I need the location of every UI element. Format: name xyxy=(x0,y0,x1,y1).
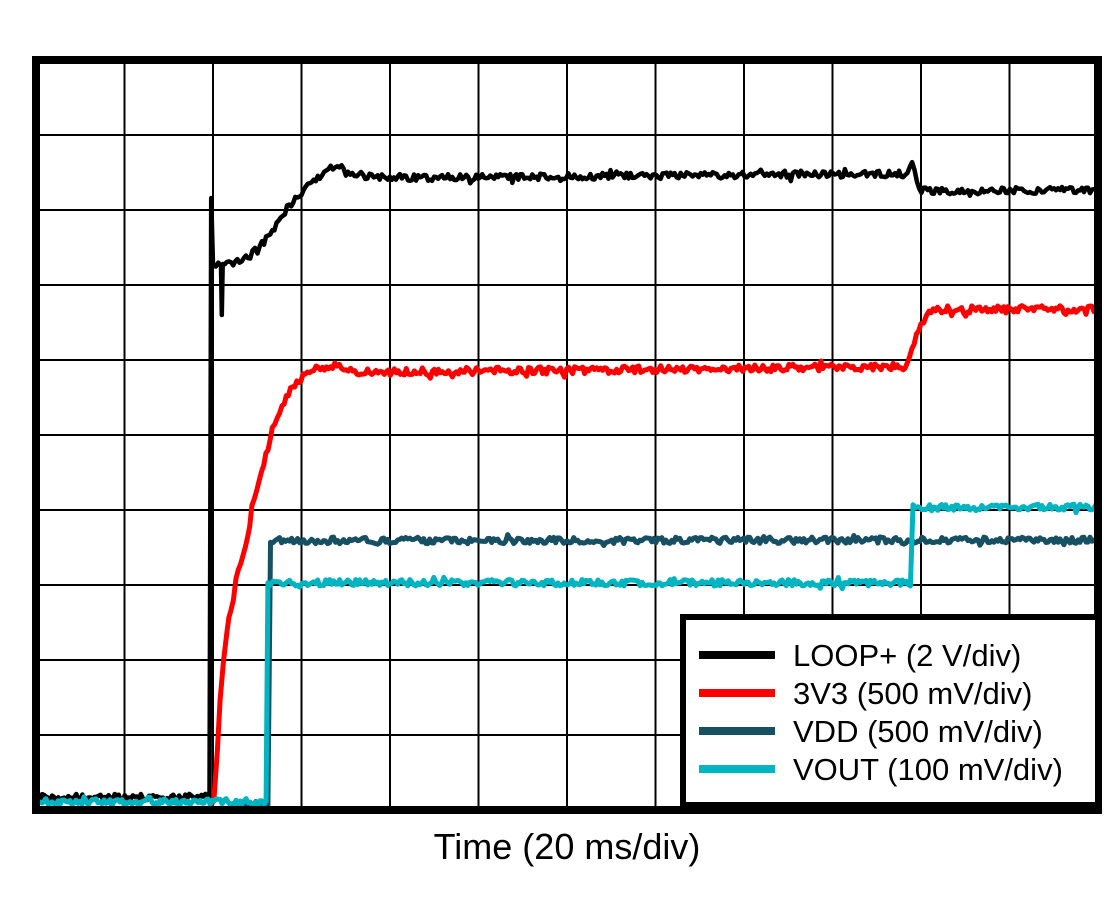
plot-border xyxy=(32,56,1102,814)
legend-item-vout: VOUT (100 mV/div) xyxy=(699,750,1095,788)
trace-loop+ xyxy=(34,159,1101,803)
legend-swatch-loop-icon xyxy=(699,651,775,659)
legend-swatch-vout-icon xyxy=(699,765,775,773)
legend-swatch-vdd-icon xyxy=(699,727,775,735)
trace-vdd xyxy=(227,532,1101,810)
legend-item-3v3: 3V3 (500 mV/div) xyxy=(699,674,1095,712)
trace-group xyxy=(34,159,1101,810)
trace-3v3 xyxy=(208,303,1099,808)
legend-swatch-3v3-icon xyxy=(699,689,775,697)
x-axis-label: Time (20 ms/div) xyxy=(433,826,701,867)
legend-label-loop: LOOP+ (2 V/div) xyxy=(793,637,1022,673)
legend-label-vout: VOUT (100 mV/div) xyxy=(793,751,1063,787)
legend-label-3v3: 3V3 (500 mV/div) xyxy=(793,675,1033,711)
legend-item-loop: LOOP+ (2 V/div) xyxy=(699,636,1095,674)
legend-label-vdd: VDD (500 mV/div) xyxy=(793,713,1043,749)
trace-vout xyxy=(34,501,1099,810)
legend-box: LOOP+ (2 V/div) 3V3 (500 mV/div) VDD (50… xyxy=(680,614,1101,808)
legend-item-vdd: VDD (500 mV/div) xyxy=(699,712,1095,750)
